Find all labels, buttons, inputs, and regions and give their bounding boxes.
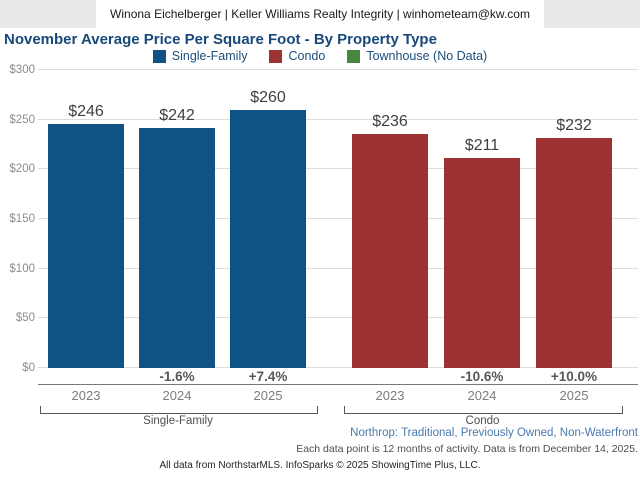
bar-single-family-2025 [230, 109, 306, 368]
bar-condo-2025 [536, 137, 612, 368]
year-label: 2024 [467, 388, 497, 403]
condo-swatch-icon [269, 49, 283, 63]
pct-change-label: +10.0% [550, 369, 598, 384]
data-note: Each data point is 12 months of activity… [296, 443, 638, 455]
group-label: Condo [465, 415, 500, 427]
group-bracket [40, 406, 318, 414]
legend-item-townhouse: Townhouse (No Data) [347, 49, 487, 63]
legend: Single-Family Condo Townhouse (No Data) [0, 49, 640, 63]
bar-value-label: $242 [159, 106, 195, 124]
pct-change-label: -10.6% [460, 369, 504, 384]
gridline [38, 118, 638, 120]
y-axis-label: $0 [22, 362, 35, 374]
pct-change-label: +7.4% [248, 369, 288, 384]
bar-value-label: $236 [372, 112, 408, 130]
bar-value-label: $211 [464, 137, 500, 155]
pct-change-label: -1.6% [159, 369, 195, 384]
group-label: Single-Family [143, 415, 213, 427]
bar-condo-2023 [352, 133, 428, 368]
bar-value-label: $232 [556, 116, 592, 134]
gridline [38, 168, 638, 170]
gridline [38, 267, 638, 269]
chart-title: November Average Price Per Square Foot -… [4, 31, 437, 48]
year-label: 2023 [71, 388, 101, 403]
y-axis-label: $100 [9, 262, 35, 275]
attribution: All data from NorthstarMLS. InfoSparks ©… [159, 460, 481, 471]
x-axis-line [38, 384, 638, 385]
single-family-swatch-icon [152, 49, 166, 63]
y-axis-label: $50 [15, 312, 35, 325]
gridline [38, 69, 638, 70]
header-bar: Winona Eichelberger | Keller Williams Re… [0, 0, 640, 28]
y-axis-label: $250 [9, 113, 35, 126]
legend-label: Condo [288, 49, 326, 63]
bar-single-family-2023 [48, 123, 124, 368]
bar-value-label: $246 [68, 102, 104, 120]
x-axis: 2023 -1.6% 2024 +7.4% 2025 Single-Family 2023 -… [0, 368, 640, 432]
legend-item-single-family: Single-Family [152, 49, 248, 63]
legend-label: Single-Family [171, 49, 248, 63]
gridline [38, 218, 638, 219]
gridline [38, 317, 638, 319]
bar-value-label: $260 [250, 88, 286, 106]
y-axis-label: $300 [9, 64, 35, 76]
year-label: 2025 [253, 388, 283, 403]
townhouse-swatch-icon [347, 49, 361, 63]
legend-label: Townhouse (No Data) [366, 49, 488, 63]
year-label: 2025 [559, 388, 589, 403]
bar-condo-2024 [444, 158, 520, 368]
group-bracket [344, 406, 623, 414]
plot-area: $0 $50 $100 $150 $200 $250 $300 $246 $242 $260 $23… [0, 64, 640, 374]
agent-info: Winona Eichelberger | Keller Williams Re… [96, 0, 544, 28]
year-label: 2023 [375, 388, 405, 403]
filter-note: Northrop: Traditional, Previously Owned,… [350, 427, 638, 439]
gridline [38, 367, 638, 368]
year-label: 2024 [162, 388, 192, 403]
legend-item-condo: Condo [269, 49, 325, 63]
y-axis-label: $200 [9, 163, 35, 176]
y-axis-label: $150 [9, 213, 35, 225]
bar-single-family-2024 [139, 127, 215, 368]
